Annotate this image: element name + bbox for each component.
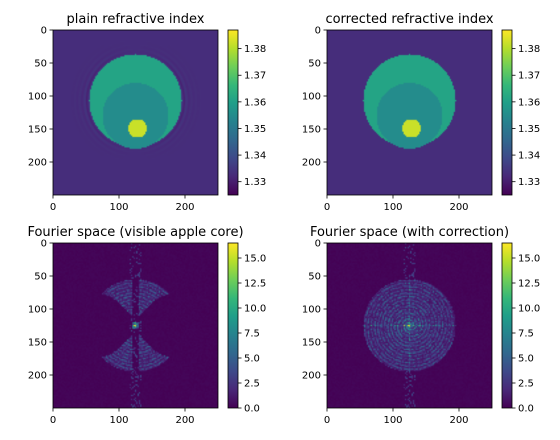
x-tick-label: 0	[50, 202, 56, 213]
colorbar-tick-label: 12.5	[518, 279, 540, 290]
chart-title: plain refractive index	[66, 12, 204, 27]
y-tick-label: 50	[34, 272, 47, 283]
x-tick-label: 200	[449, 415, 468, 426]
x-tick-label: 0	[324, 415, 330, 426]
colorbar-tick-label: 1.36	[244, 97, 266, 108]
y-tick-label: 50	[34, 59, 47, 70]
colorbar-tick-label: 1.38	[518, 44, 540, 55]
y-tick-label: 200	[28, 158, 47, 169]
y-tick-label: 100	[28, 92, 47, 103]
colorbar-tick-label: 7.5	[244, 329, 260, 340]
x-tick-label: 200	[449, 202, 468, 213]
colorbar-tick-label: 10.0	[518, 304, 540, 315]
y-tick-label: 200	[28, 371, 47, 382]
plot-frame	[326, 242, 493, 409]
y-tick-label: 0	[41, 26, 47, 37]
heatmap-image	[53, 30, 218, 195]
colorbar	[227, 242, 239, 409]
x-tick-label: 100	[383, 415, 402, 426]
y-tick-label: 50	[308, 272, 321, 283]
colorbar-tick-label: 1.33	[244, 177, 266, 188]
colorbar-tick-label: 15.0	[518, 254, 540, 265]
y-tick-label: 0	[41, 239, 47, 250]
colorbar-tick-label: 2.5	[518, 379, 534, 390]
y-tick-label: 150	[28, 125, 47, 136]
chart-panel-2: corrected refractive index 0 100 200 0 50 100 1…	[302, 12, 540, 213]
colorbar-tick-label: 0.0	[518, 404, 534, 415]
y-tick-label: 100	[302, 92, 321, 103]
colorbar	[227, 29, 239, 196]
colorbar-tick-label: 1.33	[518, 177, 540, 188]
colorbar-tick-label: 5.0	[244, 354, 260, 365]
colorbar-tick-label: 1.34	[244, 151, 266, 162]
x-tick-label: 200	[175, 415, 194, 426]
colorbar-tick-label: 1.38	[244, 44, 266, 55]
plot-frame	[52, 242, 219, 409]
chart-title: Fourier space (with correction)	[310, 225, 509, 240]
colorbar-tick-label: 5.0	[518, 354, 534, 365]
heatmap-image	[327, 30, 492, 195]
colorbar-tick-label: 10.0	[244, 304, 266, 315]
y-tick-label: 150	[28, 338, 47, 349]
x-tick-label: 200	[175, 202, 194, 213]
heatmap-image	[53, 243, 218, 408]
colorbar-tick-label: 7.5	[518, 329, 534, 340]
x-tick-label: 100	[383, 202, 402, 213]
chart-panel-1: plain refractive index 0 100 200 0 50 100 150 20…	[28, 12, 266, 213]
colorbar-tick-label: 1.35	[518, 124, 540, 135]
y-tick-label: 200	[302, 158, 321, 169]
colorbar-tick-label: 1.35	[244, 124, 266, 135]
chart-title: corrected refractive index	[325, 12, 493, 27]
colorbar-tick-label: 1.34	[518, 151, 540, 162]
y-tick-label: 100	[28, 305, 47, 316]
y-tick-label: 150	[302, 338, 321, 349]
x-tick-label: 0	[50, 415, 56, 426]
plot-frame	[52, 29, 219, 196]
colorbar	[501, 29, 513, 196]
x-tick-label: 100	[109, 415, 128, 426]
colorbar-tick-label: 1.37	[244, 71, 266, 82]
colorbar-tick-label: 15.0	[244, 254, 266, 265]
heatmap-image	[327, 243, 492, 408]
x-tick-label: 0	[324, 202, 330, 213]
colorbar-tick-label: 1.36	[518, 97, 540, 108]
colorbar	[501, 242, 513, 409]
y-tick-label: 200	[302, 371, 321, 382]
y-tick-label: 0	[315, 26, 321, 37]
chart-title: Fourier space (visible apple core)	[27, 225, 243, 240]
y-tick-label: 0	[315, 239, 321, 250]
colorbar-tick-label: 12.5	[244, 279, 266, 290]
colorbar-tick-label: 2.5	[244, 379, 260, 390]
chart-panel-4: Fourier space (with correction)0 100 20005…	[302, 225, 540, 426]
colorbar-tick-label: 1.37	[518, 71, 540, 82]
y-tick-label: 150	[302, 125, 321, 136]
chart-panel-3: Fourier space (visible apple core)0 100 20…	[27, 225, 266, 426]
y-tick-label: 50	[308, 59, 321, 70]
y-tick-label: 100	[302, 305, 321, 316]
colorbar-tick-label: 0.0	[244, 404, 260, 415]
plot-frame	[326, 29, 493, 196]
x-tick-label: 100	[109, 202, 128, 213]
